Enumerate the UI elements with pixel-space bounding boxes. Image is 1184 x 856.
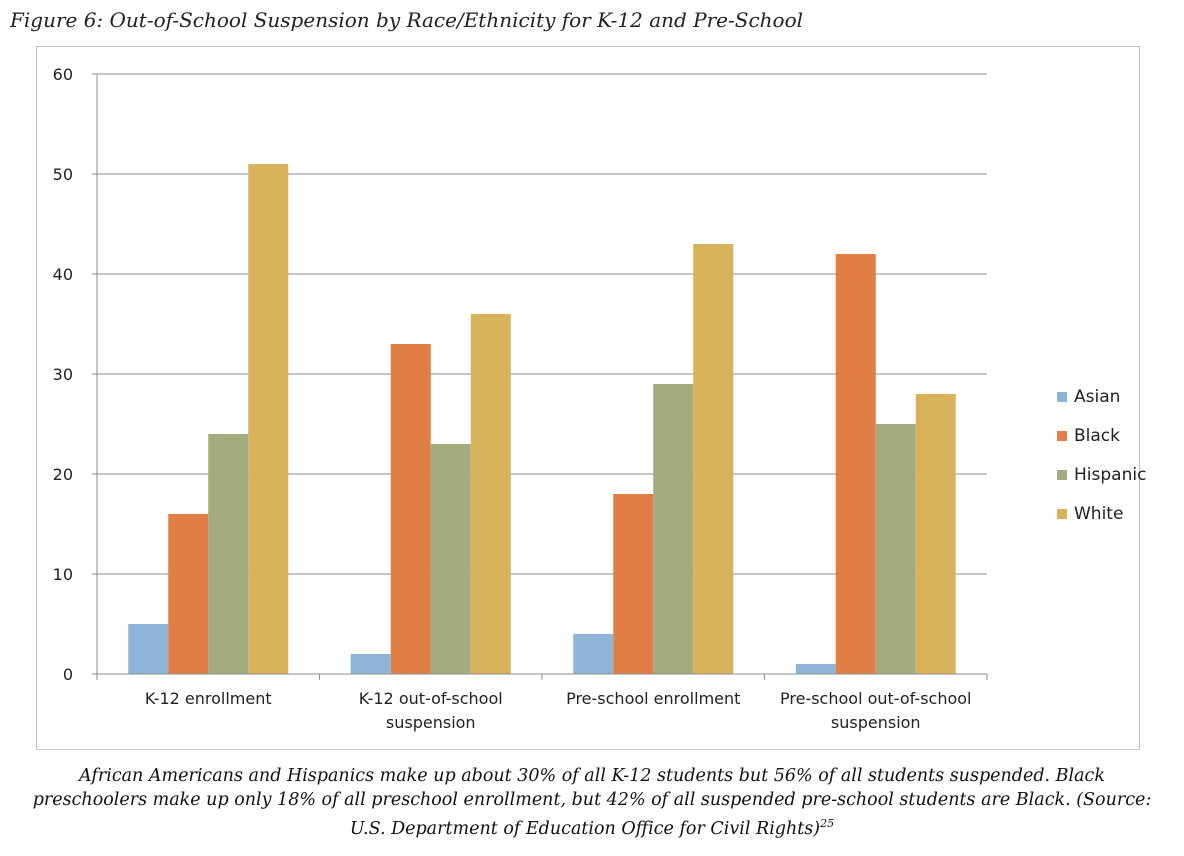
legend-label: Black (1074, 425, 1120, 446)
bar-chart: 0 10 20 30 40 50 60 K-12 enrollment K-12 out-of-… (53, 65, 988, 732)
bar-white-4 (915, 394, 956, 674)
bar-black-1 (168, 514, 209, 674)
y-tick-label: 50 (53, 165, 73, 184)
legend-item-asian: Asian (1057, 377, 1146, 416)
bar-asian-1 (128, 624, 169, 674)
footnote-marker: 25 (820, 817, 835, 830)
x-category-label: K-12 out-of-school (359, 689, 503, 708)
bar-white-3 (693, 244, 734, 674)
y-tick-label: 10 (53, 565, 73, 584)
legend-swatch (1057, 391, 1067, 402)
y-tick-label: 20 (53, 465, 73, 484)
legend-swatch (1057, 508, 1067, 519)
bar-hispanic-3 (653, 384, 694, 674)
bar-white-1 (248, 164, 289, 674)
y-tick-label: 40 (53, 265, 73, 284)
y-tick-label: 30 (53, 365, 73, 384)
figure-caption: African Americans and Hispanics make up … (30, 764, 1154, 841)
caption-text: African Americans and Hispanics make up … (32, 766, 1152, 839)
chart-legend: Asian Black Hispanic White (1057, 377, 1146, 533)
legend-item-hispanic: Hispanic (1057, 455, 1146, 494)
chart-frame: 0 10 20 30 40 50 60 K-12 enrollment K-12 out-of-… (36, 46, 1146, 750)
bar-hispanic-2 (430, 444, 471, 674)
legend-swatch (1057, 430, 1067, 441)
x-category-label: Pre-school enrollment (566, 689, 740, 708)
y-tick-label: 60 (53, 65, 73, 84)
bar-black-4 (835, 254, 876, 674)
bar-white-2 (470, 314, 511, 674)
legend-label: Asian (1074, 386, 1121, 407)
bar-asian-2 (350, 654, 391, 674)
legend-item-black: Black (1057, 416, 1146, 455)
bar-black-3 (613, 494, 654, 674)
bar-hispanic-1 (208, 434, 249, 674)
bar-asian-4 (795, 664, 836, 674)
figure-title: Figure 6: Out-of-School Suspension by Ra… (10, 8, 804, 32)
y-tick-label: 0 (63, 665, 73, 684)
x-category-label: K-12 enrollment (145, 689, 272, 708)
x-category-label: suspension (386, 713, 476, 732)
bar-hispanic-4 (875, 424, 916, 674)
legend-label: Hispanic (1074, 464, 1147, 485)
legend-item-white: White (1057, 494, 1146, 533)
legend-label: White (1074, 503, 1124, 524)
bar-black-2 (390, 344, 431, 674)
x-category-label: Pre-school out-of-school (780, 689, 971, 708)
x-category-label: suspension (831, 713, 921, 732)
legend-swatch (1057, 469, 1067, 480)
bar-asian-3 (573, 634, 614, 674)
